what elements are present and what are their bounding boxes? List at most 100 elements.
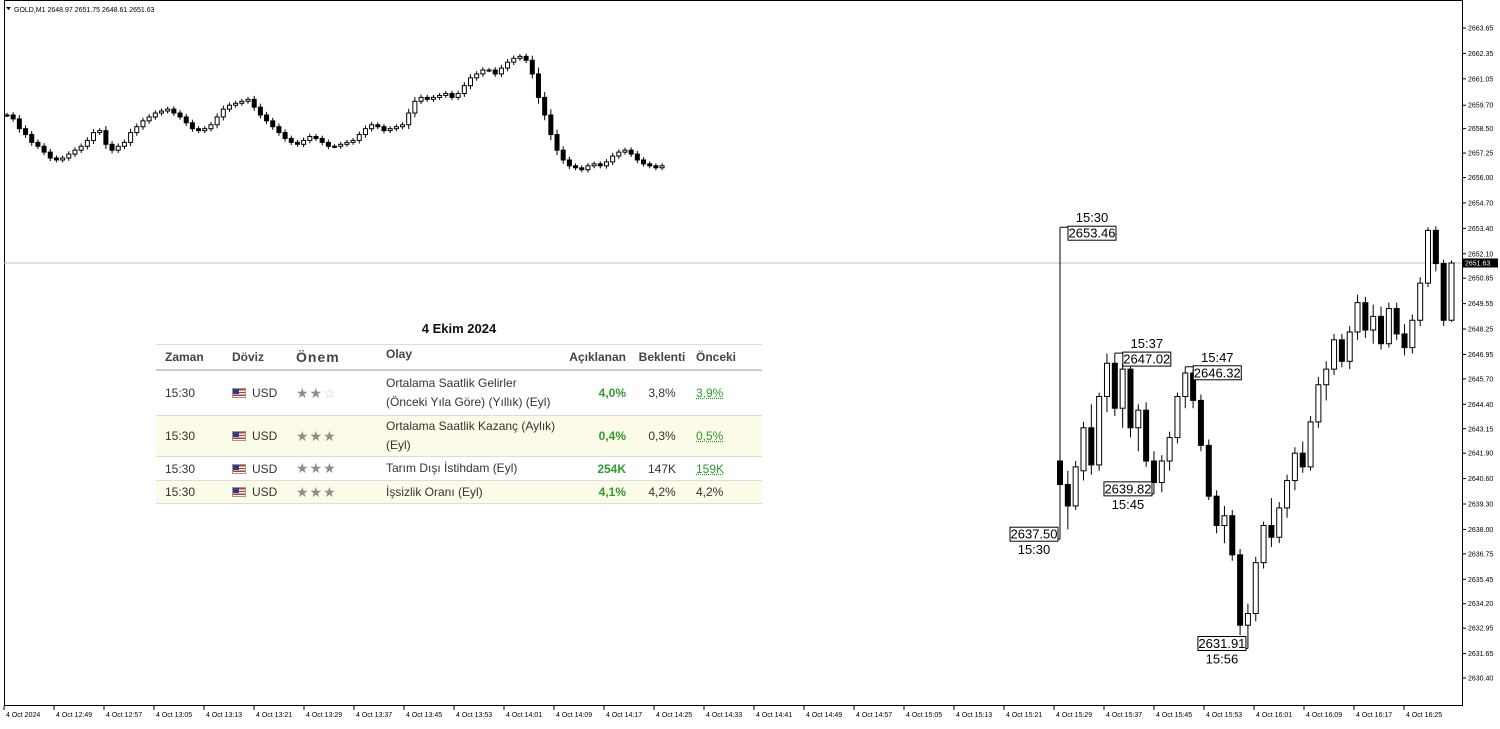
y-tick-label: 2641.90 bbox=[1468, 451, 1493, 458]
candle-body bbox=[1449, 263, 1454, 320]
annotation-time-label: 15:56 bbox=[1206, 651, 1239, 666]
candle bbox=[438, 93, 442, 100]
row-actual: 4,1% bbox=[558, 485, 636, 499]
candle bbox=[314, 134, 318, 141]
candle-body bbox=[289, 138, 293, 142]
y-tick-label: 2644.40 bbox=[1468, 402, 1493, 409]
candle bbox=[475, 71, 479, 81]
candle bbox=[1363, 297, 1368, 338]
candle bbox=[1120, 363, 1125, 428]
candle-body bbox=[73, 150, 77, 154]
candle bbox=[1410, 314, 1415, 353]
current-price-label: 2651.63 bbox=[1465, 260, 1490, 267]
candle-body bbox=[1441, 264, 1446, 321]
candle bbox=[160, 109, 164, 116]
row-currency: USD bbox=[252, 462, 277, 476]
row-previous: 0,5% bbox=[688, 429, 762, 443]
collapse-triangle-icon[interactable] bbox=[6, 7, 11, 10]
candle bbox=[240, 99, 244, 106]
candle bbox=[1097, 393, 1102, 471]
candle bbox=[295, 140, 299, 147]
y-tick-label: 2632.95 bbox=[1468, 626, 1493, 633]
x-tick-label: 4 Oct 15:53 bbox=[1206, 712, 1242, 719]
candle bbox=[197, 126, 201, 133]
candle-body bbox=[339, 144, 343, 146]
candle bbox=[1206, 440, 1211, 501]
x-tick-label: 4 Oct 13:37 bbox=[356, 712, 392, 719]
candle bbox=[135, 124, 139, 136]
x-tick-label: 4 Oct 13:29 bbox=[306, 712, 342, 719]
candle-body bbox=[178, 113, 182, 117]
candle-body bbox=[1112, 363, 1117, 408]
candle-body bbox=[30, 135, 34, 143]
row-actual: 254K bbox=[558, 462, 636, 476]
candle-body bbox=[1394, 309, 1399, 334]
row-event[interactable]: Tarım Dışı İstihdam (Eyl) bbox=[376, 459, 558, 478]
candle bbox=[518, 54, 522, 61]
candle bbox=[1144, 402, 1149, 467]
candle-body bbox=[642, 160, 646, 164]
candle bbox=[629, 147, 633, 157]
candle-body bbox=[246, 99, 250, 101]
candle-body bbox=[1253, 563, 1258, 614]
candle-body bbox=[506, 62, 510, 68]
candle-body bbox=[54, 158, 58, 160]
row-event[interactable]: Ortalama Saatlik Kazanç (Aylık) (Eyl) bbox=[376, 417, 558, 455]
candle-body bbox=[617, 152, 621, 156]
candle bbox=[271, 118, 275, 130]
x-tick-label: 4 Oct 14:01 bbox=[506, 712, 542, 719]
candle bbox=[549, 109, 553, 140]
candle bbox=[48, 149, 52, 161]
row-event[interactable]: İşsizlik Oranı (Eyl) bbox=[376, 483, 558, 502]
y-tick-label: 2656.00 bbox=[1468, 175, 1493, 182]
candle-body bbox=[357, 135, 361, 141]
candle-body bbox=[1332, 340, 1337, 369]
candle bbox=[357, 131, 361, 143]
calendar-row[interactable]: 15:30 USD ★★★ İşsizlik Oranı (Eyl) 4,1% … bbox=[156, 481, 762, 504]
economic-calendar: 4 Ekim 2024 Zaman Döviz Önem Olay Açıkla… bbox=[156, 314, 762, 504]
price-annotation: 2631.9115:56 bbox=[1198, 636, 1248, 667]
candle-body bbox=[184, 117, 188, 123]
candle bbox=[456, 91, 460, 101]
candle-body bbox=[1159, 461, 1164, 483]
candle bbox=[1379, 307, 1384, 350]
x-tick-label: 4 Oct 14:17 bbox=[606, 712, 642, 719]
candle-body bbox=[1426, 230, 1431, 283]
candle bbox=[604, 159, 608, 169]
candle-body bbox=[135, 127, 139, 133]
annotation-price-label: 2637.50 bbox=[1011, 527, 1058, 542]
x-tick-label: 4 Oct 16:17 bbox=[1356, 712, 1392, 719]
calendar-row[interactable]: 15:30 USD ★★★ Tarım Dışı İstihdam (Eyl) … bbox=[156, 457, 762, 481]
candle-body bbox=[1230, 516, 1235, 555]
x-tick-label: 4 Oct 14:57 bbox=[856, 712, 892, 719]
calendar-row[interactable]: 15:30 USD ★★★ Ortalama Saatlik Kazanç (A… bbox=[156, 416, 762, 457]
candle-body bbox=[1065, 484, 1070, 506]
candle-body bbox=[592, 164, 596, 166]
row-expected: 147K bbox=[636, 462, 688, 476]
candle-body bbox=[197, 129, 201, 131]
header-event: Olay bbox=[376, 345, 558, 369]
candle bbox=[1394, 303, 1399, 340]
price-annotation: 2639.8215:45 bbox=[1104, 481, 1154, 512]
x-tick-label: 4 Oct 12:57 bbox=[106, 712, 142, 719]
candle bbox=[122, 140, 126, 150]
candle bbox=[555, 130, 559, 155]
candle bbox=[1433, 226, 1438, 271]
candle bbox=[592, 161, 596, 168]
candle bbox=[184, 114, 188, 126]
row-previous: 4,2% bbox=[688, 485, 762, 499]
y-tick-label: 2663.65 bbox=[1468, 26, 1493, 33]
calendar-row[interactable]: 15:30 USD ★★☆ Ortalama Saatlik Gelirler … bbox=[156, 371, 762, 416]
candle-body bbox=[524, 56, 528, 60]
candle-body bbox=[1058, 461, 1063, 484]
y-tick-label: 2640.60 bbox=[1468, 476, 1493, 483]
row-event[interactable]: Ortalama Saatlik Gelirler (Önceki Yıla G… bbox=[376, 374, 558, 412]
candle-body bbox=[1206, 445, 1211, 496]
candle-body bbox=[147, 117, 151, 121]
candle-body bbox=[92, 133, 96, 141]
candle bbox=[512, 55, 516, 65]
candle bbox=[215, 113, 219, 128]
annotation-price-label: 2653.46 bbox=[1069, 226, 1116, 241]
candle-body bbox=[1261, 526, 1266, 563]
candle-body bbox=[1073, 467, 1078, 506]
